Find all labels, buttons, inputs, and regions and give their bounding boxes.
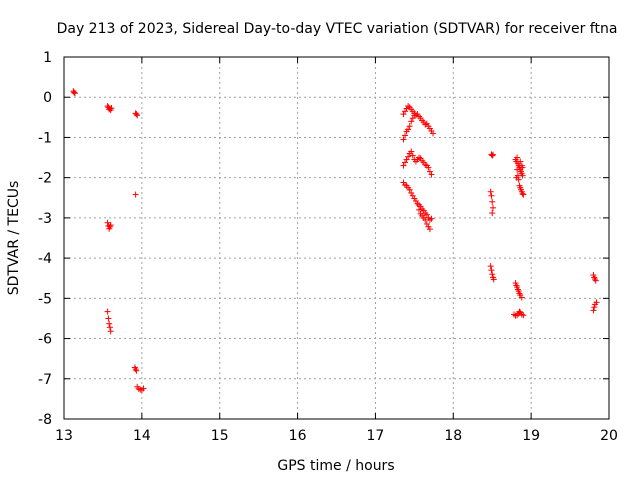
y-tick-label: -7 <box>38 372 52 388</box>
data-point <box>520 312 527 319</box>
y-tick-label: 0 <box>43 90 52 106</box>
y-tick-label: -6 <box>38 332 52 348</box>
data-point <box>514 154 521 161</box>
axes: 13 14 15 16 17 18 19 20 1 0 -1 -2 -3 -4 -5 -6 -7 -8 <box>38 50 618 444</box>
x-tick-label: 16 <box>289 428 307 444</box>
chart-title: Day 213 of 2023, Sidereal Day-to-day VTE… <box>57 21 618 37</box>
data-point <box>105 315 112 322</box>
data-point <box>593 299 600 306</box>
data-point <box>408 148 415 155</box>
y-tick-label: -3 <box>38 211 52 227</box>
data-point <box>403 156 410 163</box>
data-point <box>108 105 115 112</box>
data-point <box>106 324 113 331</box>
data-point <box>489 152 496 159</box>
data-point <box>107 222 114 229</box>
data-point <box>489 198 496 205</box>
data-point <box>488 192 495 199</box>
data-point <box>426 168 433 175</box>
x-tick-label: 20 <box>600 428 618 444</box>
data-point <box>71 89 78 96</box>
data-point <box>402 132 409 139</box>
data-point <box>414 200 421 207</box>
x-tick-label: 19 <box>522 428 540 444</box>
data-point <box>133 111 140 118</box>
data-point <box>416 206 423 213</box>
data-point <box>428 215 435 222</box>
data-point <box>405 153 412 160</box>
data-point <box>520 191 527 198</box>
data-point <box>490 276 497 283</box>
y-tick-label: -1 <box>38 130 52 146</box>
data-point <box>592 277 599 284</box>
data-point <box>411 112 418 119</box>
data-point <box>132 191 139 198</box>
data-point <box>425 164 432 171</box>
data-point <box>408 118 415 125</box>
data-point <box>423 211 430 218</box>
data-point <box>409 192 416 199</box>
data-point <box>402 108 409 115</box>
y-tick-label: -5 <box>38 291 52 307</box>
data-point <box>409 115 416 122</box>
data-point <box>517 158 524 165</box>
data-point <box>422 216 429 223</box>
data-point <box>487 188 494 195</box>
data-point <box>590 307 597 314</box>
x-tick-label: 13 <box>55 428 73 444</box>
data-point <box>591 304 598 311</box>
data-point <box>426 226 433 233</box>
y-tick-label: -8 <box>38 412 52 428</box>
x-axis-title: GPS time / hours <box>277 458 394 474</box>
data-point <box>104 308 111 315</box>
data-point <box>487 263 494 270</box>
data-point <box>107 328 114 335</box>
data-point <box>513 174 520 181</box>
data-point <box>104 219 111 226</box>
data-point <box>489 151 496 158</box>
data-point <box>406 123 413 130</box>
x-tick-label: 18 <box>444 428 462 444</box>
y-tick-label: -4 <box>38 251 52 267</box>
data-point <box>133 367 140 374</box>
data-point <box>400 136 407 143</box>
grid-lines <box>64 57 609 419</box>
y-axis-title: SDTVAR / TECUs <box>6 181 22 296</box>
x-tick-label: 15 <box>211 428 229 444</box>
data-point <box>405 126 412 133</box>
data-point <box>514 166 521 173</box>
y-tick-label: -2 <box>38 171 52 187</box>
data-point <box>409 152 416 159</box>
data-point <box>400 111 407 118</box>
data-point <box>511 311 518 318</box>
data-point <box>134 112 141 119</box>
data-point <box>71 90 78 97</box>
data-point <box>488 267 495 274</box>
data-point <box>408 189 415 196</box>
data-point <box>140 385 147 392</box>
data-point <box>430 130 437 137</box>
x-tick-label: 14 <box>133 428 151 444</box>
x-tick-label: 17 <box>367 428 385 444</box>
data-point <box>400 162 407 169</box>
data-point <box>406 186 413 193</box>
data-point <box>489 271 496 278</box>
data-point <box>106 320 113 327</box>
data-point <box>518 294 525 301</box>
data-point <box>489 210 496 217</box>
data-point <box>519 190 526 197</box>
data-series-sdtvar <box>70 88 600 394</box>
data-point <box>519 164 526 171</box>
y-tick-label: 1 <box>43 50 52 66</box>
data-point <box>402 159 409 166</box>
data-point <box>428 171 435 178</box>
data-point <box>423 220 430 227</box>
data-point <box>489 204 496 211</box>
plot-frame <box>63 56 610 420</box>
